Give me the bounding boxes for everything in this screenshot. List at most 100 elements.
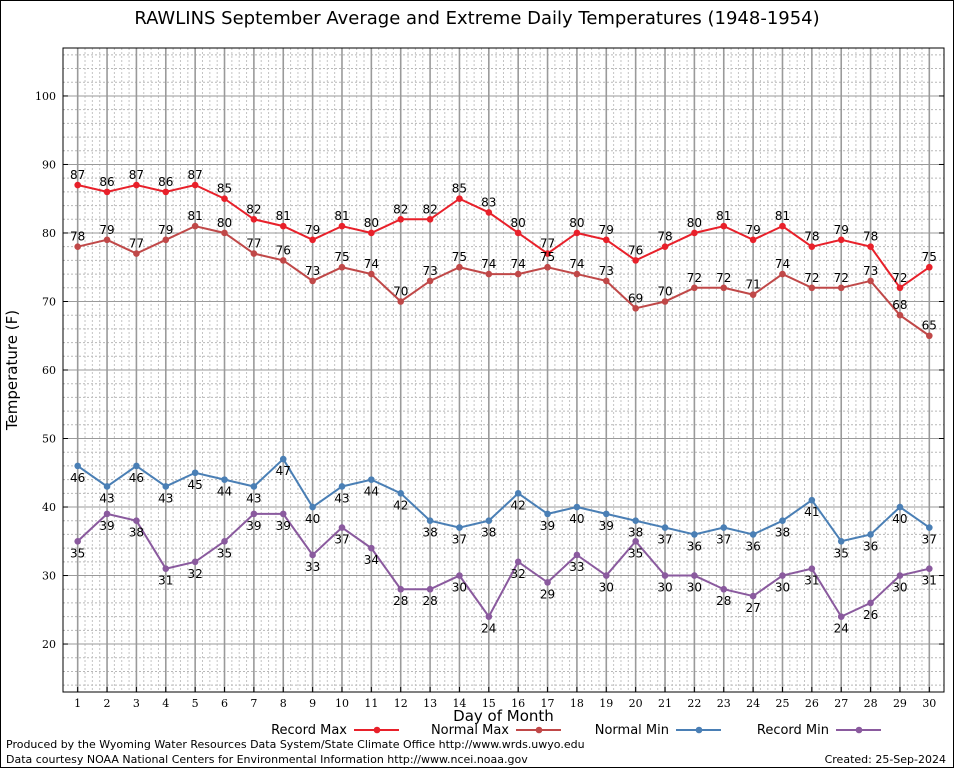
data-label-normal-min: 40	[305, 512, 320, 526]
data-label-record-min: 30	[657, 581, 672, 595]
data-label-record-max: 80	[511, 216, 526, 230]
point-record-min	[632, 537, 639, 545]
point-record-max	[837, 236, 845, 244]
point-record-min	[779, 572, 786, 579]
data-label-record-min: 31	[922, 574, 937, 588]
data-label-record-min: 31	[804, 574, 819, 588]
data-label-normal-max: 74	[481, 257, 496, 271]
point-normal-max	[544, 263, 551, 271]
data-label-record-max: 87	[70, 168, 85, 182]
data-label-record-max: 79	[305, 223, 320, 237]
point-normal-max	[485, 270, 493, 278]
point-normal-min	[191, 469, 199, 477]
data-label-normal-max: 70	[657, 284, 672, 298]
point-normal-max	[867, 277, 874, 285]
data-label-normal-max: 71	[745, 278, 760, 292]
point-normal-min	[279, 455, 287, 463]
x-tick-label: 26	[805, 697, 819, 710]
data-label-record-min: 24	[481, 622, 496, 636]
point-record-min	[133, 517, 140, 525]
x-tick-label: 28	[864, 697, 878, 710]
series-group: 87 86 87 86 87 85 82 81 79 81 80 82 82 85 83 80 77 80 79 76…	[70, 168, 937, 636]
data-label-record-max: 86	[99, 175, 114, 189]
data-label-record-min: 33	[569, 560, 584, 574]
data-label-normal-min: 43	[99, 491, 114, 505]
point-record-max	[221, 195, 228, 203]
point-record-max	[456, 195, 463, 203]
data-label-normal-max: 72	[804, 271, 819, 285]
data-label-record-min: 32	[511, 567, 526, 581]
point-normal-min	[250, 483, 258, 490]
point-record-min	[926, 565, 933, 572]
point-normal-max	[103, 236, 111, 244]
point-record-max	[573, 229, 581, 237]
data-label-normal-min: 43	[334, 491, 349, 505]
data-label-record-min: 34	[364, 553, 379, 567]
point-normal-min	[573, 503, 581, 511]
point-normal-max	[74, 243, 81, 250]
data-label-record-min: 30	[452, 581, 467, 595]
point-record-max	[485, 209, 493, 216]
point-normal-max	[221, 229, 228, 237]
legend-label-normal-max: Normal Max	[431, 723, 509, 738]
point-normal-max	[602, 277, 610, 285]
x-tick-label: 30	[922, 697, 936, 710]
x-tick-label: 20	[629, 697, 643, 710]
point-record-min	[338, 524, 346, 531]
x-tick-label: 17	[541, 697, 555, 710]
point-record-min	[162, 565, 170, 572]
point-normal-max	[309, 277, 316, 285]
data-label-normal-min: 36	[863, 539, 878, 553]
data-label-normal-min: 39	[540, 519, 555, 533]
point-record-min	[602, 572, 610, 579]
data-label-normal-max: 75	[540, 250, 555, 264]
data-label-normal-min: 47	[276, 464, 291, 478]
data-label-normal-min: 40	[569, 512, 584, 526]
point-normal-min	[309, 503, 316, 511]
x-tick-label: 16	[511, 697, 525, 710]
point-record-max	[632, 257, 639, 264]
point-record-max	[896, 284, 904, 292]
point-normal-max	[368, 270, 375, 278]
data-label-normal-max: 70	[393, 284, 408, 298]
data-label-normal-max: 74	[364, 257, 379, 271]
x-tick-label: 19	[599, 697, 613, 710]
data-label-record-max: 78	[657, 230, 672, 244]
point-record-max	[808, 243, 816, 250]
point-normal-max	[397, 298, 405, 305]
point-record-max	[426, 215, 434, 223]
point-normal-max	[720, 284, 728, 292]
y-tick-label: 100	[35, 90, 56, 103]
y-tick-label: 40	[42, 501, 56, 514]
point-normal-max	[691, 284, 698, 292]
data-label-record-min: 37	[334, 533, 349, 547]
point-record-min	[661, 572, 669, 579]
data-label-record-max: 80	[569, 216, 584, 230]
point-normal-min	[779, 517, 786, 525]
point-normal-max	[632, 305, 639, 312]
point-normal-max	[279, 257, 287, 264]
point-record-min	[309, 551, 316, 559]
x-tick-label: 8	[280, 697, 287, 710]
point-record-min	[514, 558, 522, 566]
x-tick-label: 7	[250, 697, 257, 710]
data-label-normal-min: 41	[804, 505, 819, 519]
point-record-min	[867, 599, 874, 607]
x-tick-label: 9	[309, 697, 316, 710]
data-label-normal-max: 72	[716, 271, 731, 285]
x-tick-label: 13	[423, 697, 437, 710]
data-label-record-max: 83	[481, 195, 496, 209]
data-label-normal-max: 72	[834, 271, 849, 285]
data-label-normal-min: 45	[188, 478, 203, 492]
legend-label-normal-min: Normal Min	[595, 723, 669, 738]
point-normal-max	[162, 236, 170, 244]
data-label-record-min: 24	[834, 622, 849, 636]
point-record-min	[837, 613, 845, 620]
data-label-normal-max: 72	[687, 271, 702, 285]
data-label-record-max: 87	[129, 168, 144, 182]
point-normal-max	[514, 270, 522, 278]
x-axis-label: Day of Month	[453, 707, 554, 725]
x-tick-label: 6	[221, 697, 228, 710]
legend-label-record-max: Record Max	[271, 723, 347, 738]
footer-produced-by: Produced by the Wyoming Water Resources …	[6, 738, 585, 751]
